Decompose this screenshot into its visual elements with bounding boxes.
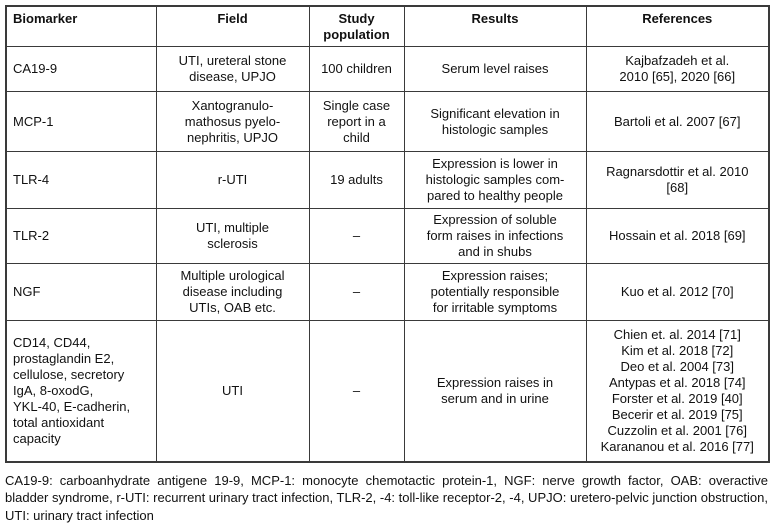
cell-biomarker: NGF [6, 264, 156, 321]
cell-results: Serum level raises [404, 47, 586, 92]
cell-study-population: – [309, 321, 404, 462]
cell-biomarker: MCP-1 [6, 92, 156, 152]
table-row: TLR-4 r-UTI 19 adults Expression is lowe… [6, 152, 769, 209]
cell-results: Expression raises in serum and in urine [404, 321, 586, 462]
table-row: CD14, CD44, prostaglandin E2, cellulose,… [6, 321, 769, 462]
column-header-field: Field [156, 6, 309, 47]
cell-results: Significant elevation in histologic samp… [404, 92, 586, 152]
table-row: NGF Multiple urological disease includin… [6, 264, 769, 321]
cell-results: Expression is lower in histologic sample… [404, 152, 586, 209]
cell-study-population: Single case report in a child [309, 92, 404, 152]
cell-biomarker: CA19-9 [6, 47, 156, 92]
cell-references: Kuo et al. 2012 [70] [586, 264, 769, 321]
cell-results: Expression of soluble form raises in inf… [404, 209, 586, 264]
cell-references: Kajbafzadeh et al. 2010 [65], 2020 [66] [586, 47, 769, 92]
cell-study-population: 19 adults [309, 152, 404, 209]
cell-references: Chien et. al. 2014 [71] Kim et al. 2018 … [586, 321, 769, 462]
table-row: TLR-2 UTI, multiple sclerosis – Expressi… [6, 209, 769, 264]
table-row: MCP-1 Xantogranulo- mathosus pyelo- neph… [6, 92, 769, 152]
cell-field: r-UTI [156, 152, 309, 209]
cell-biomarker: TLR-2 [6, 209, 156, 264]
table-footnote: CA19-9: carboanhydrate antigene 19-9, MC… [5, 472, 768, 524]
page: Biomarker Field Study population Results… [0, 0, 773, 513]
column-header-results: Results [404, 6, 586, 47]
cell-field: Multiple urological disease including UT… [156, 264, 309, 321]
column-header-study-population: Study population [309, 6, 404, 47]
cell-study-population: – [309, 209, 404, 264]
cell-results: Expression raises; potentially responsib… [404, 264, 586, 321]
cell-field: Xantogranulo- mathosus pyelo- nephritis,… [156, 92, 309, 152]
biomarker-table: Biomarker Field Study population Results… [5, 5, 770, 463]
cell-study-population: 100 children [309, 47, 404, 92]
column-header-references: References [586, 6, 769, 47]
cell-study-population: – [309, 264, 404, 321]
cell-field: UTI, ureteral stone disease, UPJO [156, 47, 309, 92]
cell-biomarker: CD14, CD44, prostaglandin E2, cellulose,… [6, 321, 156, 462]
cell-references: Bartoli et al. 2007 [67] [586, 92, 769, 152]
cell-biomarker: TLR-4 [6, 152, 156, 209]
table-row: CA19-9 UTI, ureteral stone disease, UPJO… [6, 47, 769, 92]
table-header-row: Biomarker Field Study population Results… [6, 6, 769, 47]
cell-references: Hossain et al. 2018 [69] [586, 209, 769, 264]
cell-references: Ragnarsdottir et al. 2010 [68] [586, 152, 769, 209]
cell-field: UTI [156, 321, 309, 462]
column-header-biomarker: Biomarker [6, 6, 156, 47]
cell-field: UTI, multiple sclerosis [156, 209, 309, 264]
